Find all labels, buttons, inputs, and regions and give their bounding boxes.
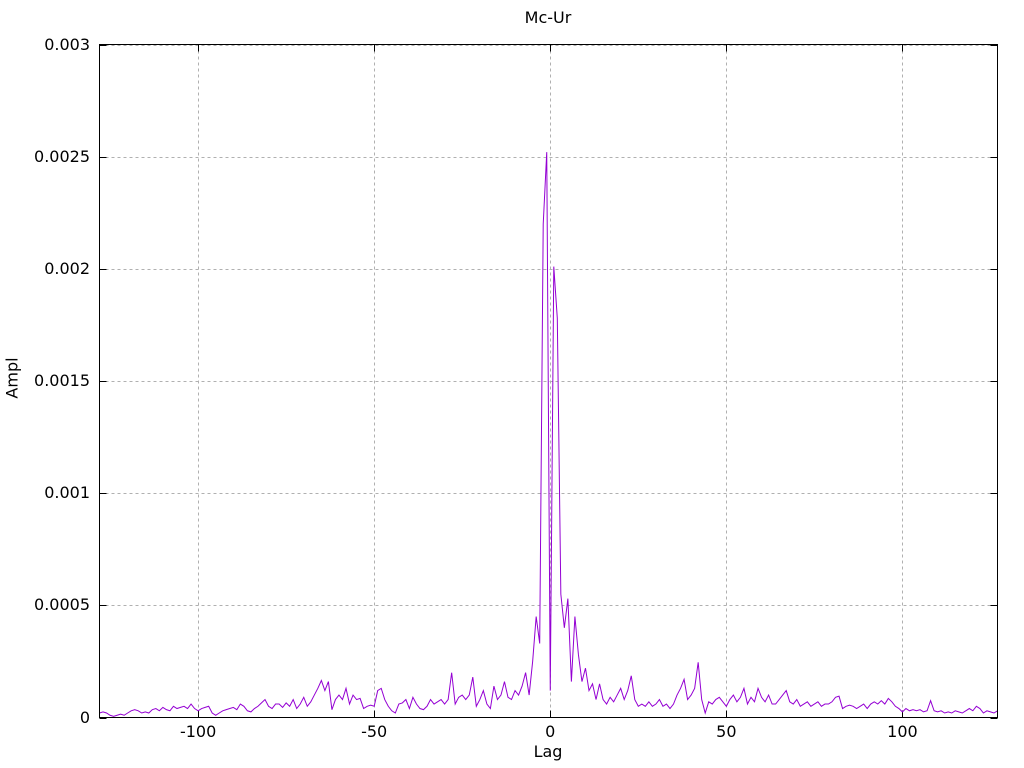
data-series-line — [99, 152, 998, 717]
y-tick-label: 0.001 — [44, 483, 90, 503]
plot-border — [99, 44, 998, 718]
y-tick-label: 0.0015 — [34, 371, 90, 390]
y-tick-label: 0.0025 — [34, 146, 90, 166]
x-tick-label: 0 — [545, 722, 556, 741]
axis-ticks — [99, 44, 998, 719]
y-tick-label: 0.002 — [44, 258, 90, 278]
x-tick-label: -100 — [179, 722, 217, 741]
y-tick-label: 0.003 — [44, 34, 90, 54]
y-tick-label: 0 — [79, 707, 90, 727]
x-axis-label: Lag — [533, 742, 563, 761]
y-tick-label: 0.0005 — [34, 595, 90, 615]
x-tick-label: 100 — [887, 722, 918, 741]
chart-title: Mc-Ur — [524, 8, 572, 27]
x-tick-label: -50 — [361, 722, 388, 741]
x-tick-label: 50 — [716, 722, 737, 741]
